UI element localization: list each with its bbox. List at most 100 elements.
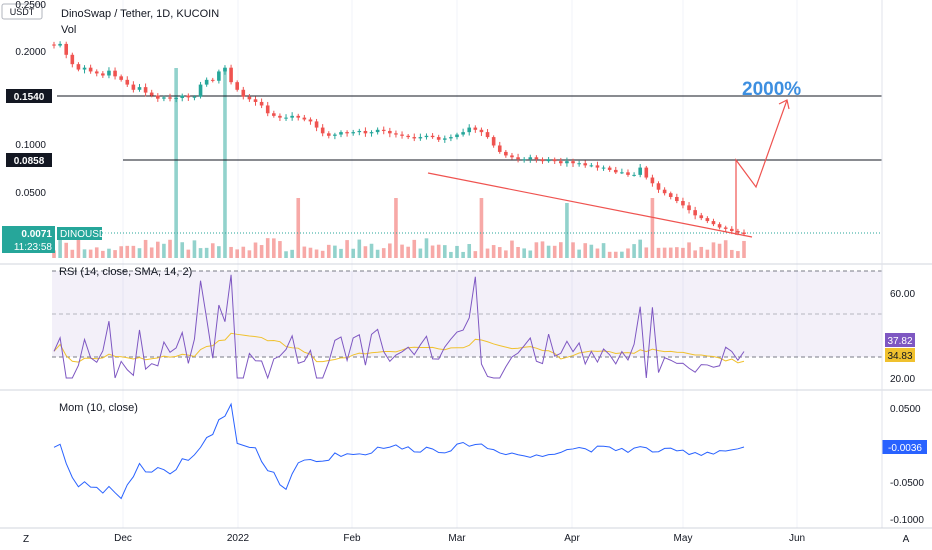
candle-body <box>253 99 258 102</box>
volume-bar <box>210 243 215 258</box>
volume-bar <box>198 248 203 258</box>
candle-body <box>180 95 185 99</box>
volume-bar <box>442 245 447 258</box>
volume-bar <box>278 241 282 258</box>
volume-bar <box>736 251 740 258</box>
candle-body <box>644 167 649 178</box>
volume-bar <box>363 246 368 258</box>
candle-body <box>82 67 87 70</box>
rsi-pane[interactable]: RSI (14, close, SMA, 14, 2) 60.00 20.00 … <box>52 266 915 385</box>
auto-scale-button[interactable] <box>898 530 914 546</box>
volume-bar <box>70 249 75 258</box>
momentum-title[interactable]: Mom (10, close) <box>59 402 138 414</box>
candle-body <box>94 71 99 74</box>
volume-bar <box>589 244 594 258</box>
candle-body <box>662 189 667 194</box>
trendline[interactable] <box>427 172 753 238</box>
volume-bar <box>479 198 484 258</box>
volume-bar <box>229 246 233 258</box>
momentum-value-tag <box>882 440 927 454</box>
price-axis[interactable]: USDT 0.2500 0.2000 0.1000 0.0500 0.1540 … <box>1 0 112 253</box>
candle-body <box>442 138 447 140</box>
volume-bar <box>571 242 575 258</box>
volume-bar <box>436 244 441 258</box>
projection-path[interactable] <box>735 99 788 235</box>
zoom-button[interactable] <box>18 530 34 546</box>
candle-body <box>88 67 93 72</box>
volume-bar <box>742 240 746 258</box>
volume-bar <box>601 243 606 258</box>
volume-bar <box>302 246 307 258</box>
volume-bar <box>461 251 465 258</box>
candle-body <box>711 221 716 225</box>
candle-body <box>552 159 557 162</box>
volume-bar <box>351 248 356 258</box>
candle-body <box>308 119 313 122</box>
price-tick: 0.1000 <box>15 140 46 151</box>
volume-bar <box>253 242 258 258</box>
volume-bar <box>656 247 661 258</box>
volume-bar <box>528 250 533 258</box>
volume-bar <box>58 239 62 258</box>
candle-body <box>473 127 478 130</box>
volume-bar <box>192 240 197 258</box>
time-axis[interactable]: Dec 2022 Feb Mar Apr May Jun Z A <box>0 527 932 546</box>
volume-bar <box>675 247 679 258</box>
volume-bar <box>430 245 435 258</box>
volume-bar <box>607 251 612 258</box>
candle-body <box>467 127 472 133</box>
volume-bar <box>504 250 508 258</box>
candle-body <box>241 89 246 97</box>
candle-body <box>290 115 294 118</box>
last-price-tag <box>2 226 55 253</box>
candle-body <box>485 132 490 138</box>
volume-bar <box>400 244 404 258</box>
candle-body <box>369 132 374 134</box>
candle-body <box>626 172 630 175</box>
countdown-timer: 11:23:58 <box>14 242 53 253</box>
candle-body <box>259 101 264 106</box>
time-label: Dec <box>114 533 132 544</box>
level-tag-text: 0.1540 <box>14 92 45 103</box>
candle-body <box>620 172 624 174</box>
volume-bar <box>156 241 160 258</box>
candle-body <box>668 193 673 197</box>
time-label: Jun <box>789 533 805 544</box>
candle-body <box>461 132 465 135</box>
candle-body <box>296 115 301 118</box>
volume-label: Vol <box>61 24 76 36</box>
symbol-tag-text: DINOUSDT <box>60 229 112 240</box>
candle-body <box>571 161 575 164</box>
price-pane[interactable]: 2000% DinoSwap / Tether, 1D, KUCOIN Vol <box>52 8 882 258</box>
currency-button[interactable] <box>1 3 43 20</box>
level-tag-1540 <box>6 89 52 103</box>
currency-label: USDT <box>10 7 35 17</box>
candle-body <box>339 132 343 135</box>
candle-body <box>284 117 288 119</box>
volume-bar <box>662 247 667 258</box>
candle-body <box>394 133 398 135</box>
momentum-pane[interactable]: Mom (10, close) 0.0500 -0.0500 -0.1000 -… <box>53 402 927 526</box>
candle-body <box>235 82 239 90</box>
symbol-title[interactable]: DinoSwap / Tether, 1D, KUCOIN <box>61 8 219 20</box>
candle-body <box>113 70 117 77</box>
rsi-title[interactable]: RSI (14, close, SMA, 14, 2) <box>59 266 192 278</box>
volume-bar <box>52 250 56 258</box>
candle-body <box>76 64 81 70</box>
candle-body <box>174 98 178 100</box>
candle-body <box>375 129 380 133</box>
volume-bar <box>326 244 331 258</box>
price-tick: 0.2000 <box>15 47 46 58</box>
candle-body <box>528 157 533 160</box>
volume-bar <box>113 250 117 258</box>
auto-scale-button-label: A <box>903 534 910 545</box>
candle-body <box>577 163 581 165</box>
rsi-line <box>53 274 745 380</box>
volume-bar <box>284 251 288 258</box>
candle-body <box>406 135 410 138</box>
candle-body <box>510 155 514 158</box>
volume-bar <box>723 240 728 258</box>
level-tag-0858 <box>6 153 52 167</box>
candle-body <box>162 97 166 99</box>
